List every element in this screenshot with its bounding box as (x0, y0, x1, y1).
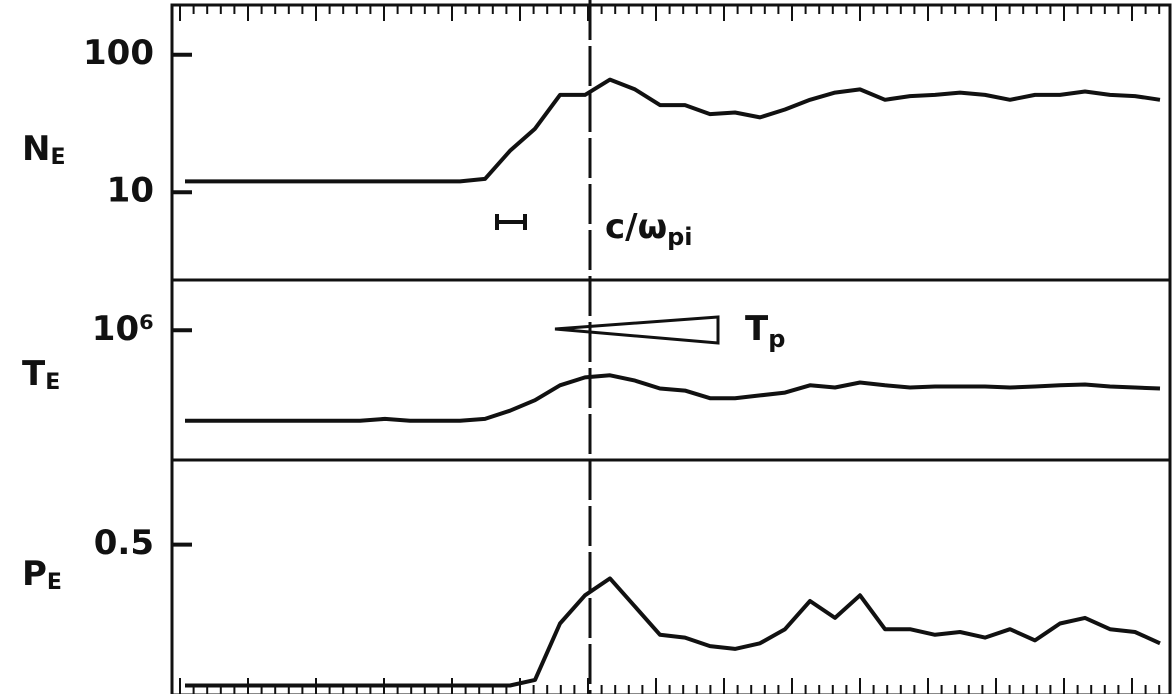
data-line (185, 576, 1161, 688)
annotation-main: c/ω (605, 207, 667, 247)
data-line (185, 373, 1161, 423)
y-tick-label: 10 (107, 171, 154, 211)
y-axis-label: TE (22, 354, 60, 396)
y-axis-label: NE (22, 129, 66, 171)
y-tick-label: 100 (83, 33, 154, 73)
y-axis-label-main: N (22, 129, 50, 169)
plot-frame (170, 3, 1172, 694)
tp-wedge (554, 315, 720, 345)
y-axis-label-main: P (22, 554, 47, 594)
y-tick-label: 10⁶ (92, 309, 154, 349)
y-axis-label-sub: E (50, 145, 65, 170)
annotation: Tp (745, 309, 785, 354)
data-line (185, 77, 1161, 184)
y-axis-label-main: T (22, 354, 46, 394)
annotation-sub: p (768, 325, 785, 353)
y-axis-label: PE (22, 554, 62, 596)
annotation-main: T (745, 309, 769, 349)
y-axis-label-sub: E (45, 370, 60, 395)
y-tick-label: 0.5 (94, 523, 154, 563)
x-minor-ticks (179, 5, 1161, 694)
annotation-sub: pi (667, 223, 692, 251)
y-axis-label-sub: E (47, 570, 62, 595)
annotation: c/ωpi (605, 207, 693, 252)
